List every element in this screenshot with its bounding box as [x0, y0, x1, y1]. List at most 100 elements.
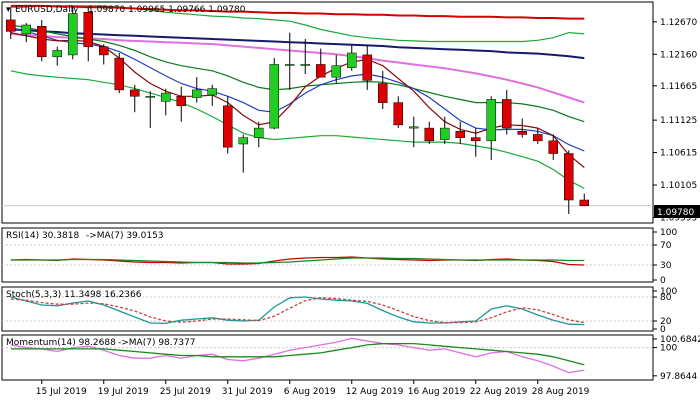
- price-tick-label: 1.11665: [660, 82, 697, 92]
- price-tick-label: 1.10105: [660, 181, 697, 191]
- ohlc-readout: 1.09870 1.09965 1.09766 1.09780: [88, 5, 246, 15]
- candle-body-bull: [331, 65, 341, 78]
- candle-body-bear: [362, 54, 372, 81]
- candle-body-bear: [564, 153, 574, 201]
- candle: [316, 48, 326, 78]
- candle-body-bull: [300, 64, 310, 66]
- stoch-panel-frame: [1, 286, 654, 332]
- axis-tick-label: 100.6842: [660, 335, 700, 345]
- candle: [130, 84, 140, 113]
- axis-tick-label: 20: [660, 317, 672, 327]
- candle-body-bull: [68, 13, 78, 56]
- candle-body-bull: [409, 126, 419, 129]
- candle-body-bear: [455, 131, 465, 138]
- candle-body-bear: [502, 99, 512, 129]
- stoch-label: Stoch(5,3,3) 11.3498 16.2366: [6, 290, 142, 300]
- candle-body-bear: [393, 102, 403, 126]
- chart-title: EURUSD,Daily: [15, 5, 79, 15]
- rsi-levels: [2, 244, 653, 266]
- stoch-levels: [2, 296, 653, 322]
- candle-body-bear: [6, 19, 16, 32]
- candle: [207, 84, 217, 106]
- candle-body-bull: [161, 92, 171, 102]
- series-line-stoch_k: [10, 296, 585, 326]
- candle-body-bull: [254, 127, 264, 138]
- axis-tick-label: 100: [660, 344, 677, 354]
- candle: [331, 54, 341, 84]
- momentum-lines: [10, 337, 585, 374]
- rsi-axis: 100 70 30 0: [653, 228, 677, 286]
- candle: [269, 58, 279, 130]
- candle: [548, 134, 558, 160]
- rsi-ma-label: ->MA(7) 39.0153: [86, 231, 164, 241]
- momentum-panel-frame: [1, 334, 654, 381]
- price-tick-label: 1.12160: [660, 50, 697, 60]
- candle-body-bear: [378, 83, 388, 103]
- price-tick-label: 1.09595: [660, 214, 697, 224]
- candle: [99, 44, 109, 65]
- date-tick-label: 28 Aug 2019: [532, 387, 590, 397]
- momentum-label: Momentum(14) 98.2688: [6, 338, 116, 348]
- candle: [455, 121, 465, 144]
- candle: [223, 96, 233, 154]
- candle-body-bull: [440, 127, 450, 140]
- axis-tick-label: 80: [660, 293, 672, 303]
- candle: [502, 89, 512, 135]
- candle-body-bull: [207, 88, 217, 96]
- candle-body-bear: [114, 57, 124, 91]
- price-tag: 1.09780: [654, 205, 700, 218]
- axis-tick-label: 100: [660, 228, 677, 238]
- candle: [300, 39, 310, 74]
- date-tick-label: 15 Jul 2019: [36, 387, 87, 397]
- overlay-line-ma_violet: [10, 32, 585, 104]
- candle: [21, 23, 31, 43]
- candle: [378, 70, 388, 109]
- date-tick-label: 19 Jul 2019: [98, 387, 149, 397]
- candle-body-bull: [269, 64, 279, 129]
- candle: [114, 53, 124, 94]
- candle: [362, 45, 372, 90]
- candle-body-bear: [548, 140, 558, 154]
- candle: [238, 134, 248, 173]
- candle: [471, 128, 481, 157]
- candle-body-bear: [471, 137, 481, 142]
- axis-tick-label: 0: [660, 276, 666, 286]
- candle-body-bull: [285, 64, 295, 66]
- price-tick-label: 1.12670: [660, 18, 697, 28]
- candle-body-bear: [517, 131, 527, 135]
- candle: [176, 86, 186, 122]
- candle: [347, 45, 357, 71]
- candle: [285, 32, 295, 90]
- candle-body-bear: [316, 64, 326, 78]
- candle-body-bull: [21, 24, 31, 35]
- candle: [517, 118, 527, 138]
- candle: [579, 193, 589, 207]
- date-tick-label: 31 Jul 2019: [222, 387, 273, 397]
- candle: [145, 91, 155, 129]
- price-tag-text: 1.09780: [657, 208, 694, 218]
- candle: [533, 128, 543, 144]
- series-line-mom_ma: [10, 342, 585, 366]
- candle-body-bear: [83, 12, 93, 47]
- symbol-arrow-icon: ▾: [6, 5, 11, 15]
- momentum-ma-label: ->MA(7) 98.7377: [118, 338, 196, 348]
- rsi-panel-frame: [1, 227, 654, 283]
- candle-body-bear: [37, 26, 47, 58]
- date-tick-label: 16 Aug 2019: [408, 387, 466, 397]
- overlay-line-ma_navy: [10, 28, 585, 60]
- axis-tick-label: 30: [660, 261, 672, 271]
- candle: [68, 5, 78, 60]
- series-line-rsi_ma: [10, 257, 585, 264]
- candle: [440, 116, 450, 144]
- rsi-label: RSI(14) 30.3818: [6, 231, 79, 241]
- axis-tick-label: 97.8644: [660, 372, 697, 382]
- candle-body-bull: [52, 50, 62, 58]
- candle: [424, 121, 434, 144]
- price-tick-label: 1.10615: [660, 149, 697, 159]
- candle-body-bear: [579, 199, 589, 206]
